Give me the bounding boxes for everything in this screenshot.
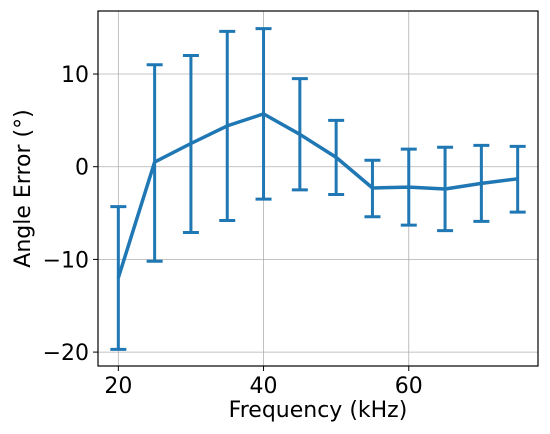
plot-background [98, 11, 538, 366]
x-axis-label: Frequency (kHz) [229, 398, 408, 423]
series-line [116, 112, 518, 279]
y-tick-label: 0 [75, 156, 89, 181]
x-tick-label: 20 [104, 374, 132, 399]
ticks: 20 40 60 −20 −10 0 10 [43, 63, 423, 399]
y-tick-label: 10 [61, 63, 89, 88]
plot-area [110, 27, 526, 351]
y-tick-label: −20 [43, 341, 89, 366]
plot-frame [97, 10, 539, 367]
y-tick-label: −10 [43, 248, 89, 273]
x-tick-label: 60 [395, 374, 423, 399]
x-tick-label: 40 [250, 374, 278, 399]
y-axis-label: Angle Error (°) [11, 109, 36, 267]
